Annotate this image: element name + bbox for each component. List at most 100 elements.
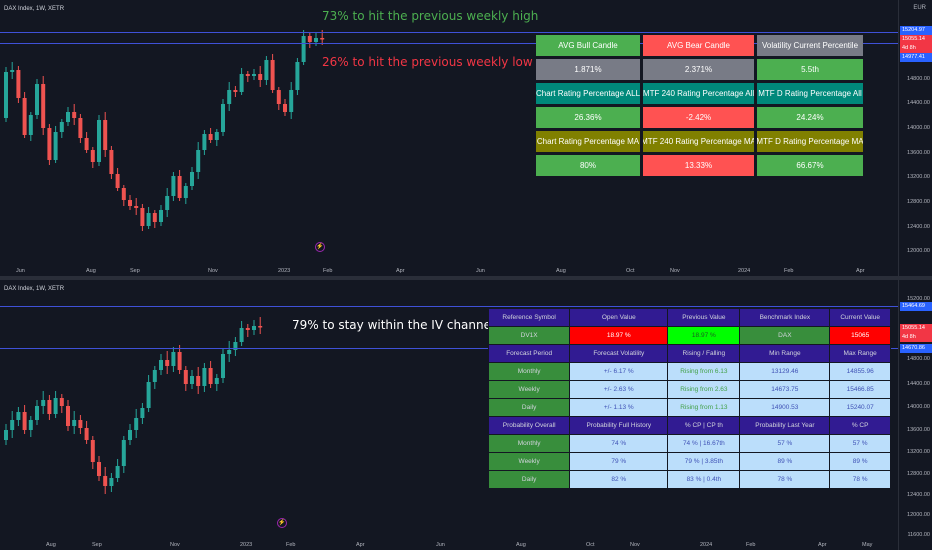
- high-tag: 15204.97: [900, 26, 932, 35]
- period-cell: Daily: [487, 398, 571, 417]
- candle: [314, 38, 318, 42]
- mtfd-all-value: 24.24%: [757, 107, 863, 128]
- price-tick: 14800.00: [907, 76, 930, 82]
- time-tick: Jun: [476, 268, 485, 274]
- candle: [146, 382, 151, 408]
- time-tick: Feb: [323, 268, 333, 274]
- chart-rating-all-header: Chart Rating Percentage ALL: [536, 83, 640, 104]
- candle: [258, 326, 263, 328]
- top-chart-pane[interactable]: DAX Index, 1W, XETR 73% to hit the previ…: [0, 0, 932, 276]
- low-tag: 14670.86: [900, 344, 932, 353]
- candle: [196, 150, 201, 172]
- price-tick: 12000.00: [907, 512, 930, 518]
- candlestick-chart[interactable]: [0, 0, 898, 276]
- mtfd-ma-value: 66.67%: [757, 155, 863, 176]
- time-axis[interactable]: Aug Sep Nov 2023 Feb Apr Jun Aug Oct Nov…: [0, 538, 898, 550]
- lightning-icon[interactable]: ⚡: [277, 518, 287, 528]
- price-axis[interactable]: 15200.00 14800.00 14400.00 14000.00 1360…: [898, 280, 932, 550]
- lightning-icon[interactable]: ⚡: [315, 242, 325, 252]
- table-header: Reference Symbol: [487, 308, 571, 327]
- price-tick: 15200.00: [907, 296, 930, 302]
- candle: [22, 98, 27, 135]
- time-tick: Apr: [356, 542, 365, 548]
- candle: [35, 84, 39, 115]
- time-tick: Jun: [16, 268, 25, 274]
- candle: [28, 420, 33, 430]
- table-header: Probability Last Year: [739, 416, 831, 435]
- table-cell: Rising from 1.13: [667, 398, 741, 417]
- candle: [121, 440, 126, 466]
- price-axis[interactable]: EUR 14800.00 14400.00 14000.00 13600.00 …: [898, 0, 932, 276]
- countdown-tag: 4d 8h: [900, 333, 932, 342]
- candle: [16, 412, 21, 420]
- iv-statistics-table: Reference Symbol Open Value Previous Val…: [487, 308, 891, 489]
- candle: [140, 208, 145, 226]
- candle: [171, 352, 176, 366]
- time-tick: 2023: [278, 268, 291, 274]
- annotation-low: 26% to hit the previous weekly low: [322, 55, 533, 69]
- candle: [10, 420, 15, 430]
- candle: [258, 74, 263, 80]
- candle: [146, 213, 151, 226]
- candle: [165, 360, 170, 366]
- table-header: Max Range: [829, 344, 891, 363]
- candle: [295, 62, 300, 90]
- candle: [227, 90, 232, 104]
- candle: [16, 70, 21, 98]
- time-axis[interactable]: Jun Aug Sep Nov 2023 Feb Apr Jun Aug Oct…: [0, 264, 898, 276]
- table-cell: 57 %: [739, 434, 831, 453]
- avg-bull-header: AVG Bull Candle: [536, 35, 640, 56]
- time-tick: Nov: [630, 542, 640, 548]
- candle: [190, 172, 194, 186]
- candle: [134, 206, 139, 208]
- candle: [109, 150, 114, 174]
- candle: [177, 176, 182, 198]
- table-header: Previous Value: [667, 308, 741, 327]
- price-tick: 12400.00: [907, 492, 930, 498]
- table-row: Daily 82 % 83 % | 0.4th 78 % 78 %: [487, 470, 891, 489]
- price-tick: 14400.00: [907, 100, 930, 106]
- table-header: Current Value: [829, 308, 891, 327]
- mtf240-all-header: MTF 240 Rating Percentage All: [643, 83, 754, 104]
- candle: [128, 430, 132, 440]
- high-tag: 15464.69: [900, 302, 932, 311]
- time-tick: Aug: [516, 542, 526, 548]
- time-tick: 2024: [738, 268, 751, 274]
- candle: [245, 328, 250, 330]
- price-tick: 12800.00: [907, 471, 930, 477]
- table-cell: 74 % | 16.67th: [667, 434, 741, 453]
- candlestick-chart[interactable]: [0, 280, 898, 550]
- mtfd-all-header: MTF D Rating Percentage All: [757, 83, 863, 104]
- table-cell: 14673.75: [739, 380, 831, 399]
- candle: [109, 478, 114, 486]
- pane-divider[interactable]: [0, 276, 932, 280]
- time-tick: Jun: [436, 542, 445, 548]
- candle: [214, 132, 219, 140]
- candle: [159, 360, 163, 370]
- current-price-tag: 15055.14: [900, 35, 932, 44]
- time-tick: Apr: [396, 268, 405, 274]
- time-tick: 2023: [240, 542, 253, 548]
- candle: [252, 74, 256, 76]
- candle: [78, 118, 83, 138]
- candle: [202, 368, 207, 386]
- time-tick: Feb: [746, 542, 756, 548]
- table-cell: 82 %: [569, 470, 669, 489]
- table-cell: Rising from 6.13: [667, 362, 741, 381]
- weekly-low-line: [0, 43, 898, 44]
- table-row: Monthly +/- 6.17 % Rising from 6.13 1312…: [487, 362, 891, 381]
- time-tick: Nov: [170, 542, 180, 548]
- candle: [221, 354, 225, 378]
- iv-channel-lower-line: [0, 348, 898, 349]
- table-header: % CP | CP th: [667, 416, 741, 435]
- candle: [307, 36, 312, 42]
- candle: [53, 132, 58, 160]
- table-cell: 57 %: [829, 434, 891, 453]
- table-header: Forecast Period: [487, 344, 571, 363]
- price-tick: 13200.00: [907, 449, 930, 455]
- avg-bear-value: 2.371%: [643, 59, 754, 80]
- candle: [103, 476, 108, 486]
- period-cell: Weekly: [487, 380, 571, 399]
- candle: [84, 138, 89, 150]
- table-header: Rising / Falling: [667, 344, 741, 363]
